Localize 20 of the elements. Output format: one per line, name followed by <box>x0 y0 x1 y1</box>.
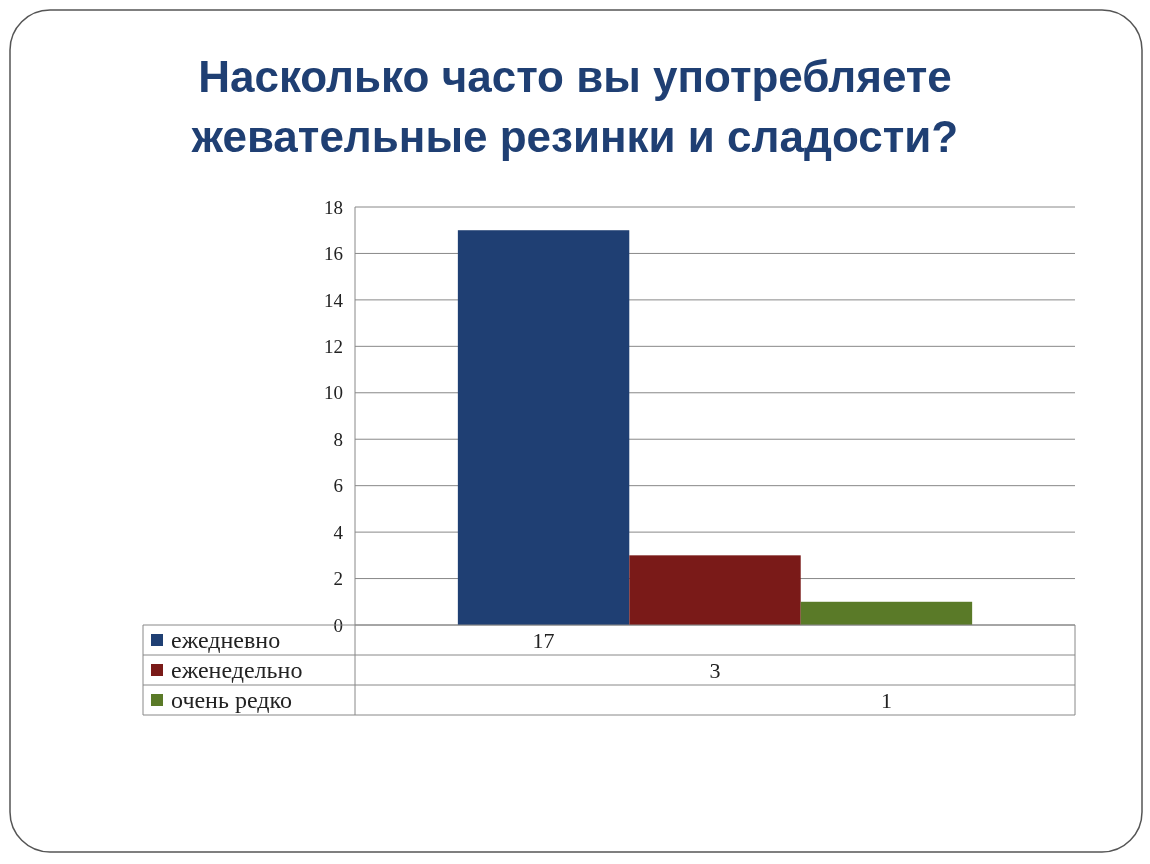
y-tick-label: 16 <box>324 243 343 265</box>
y-tick-label: 0 <box>333 614 343 636</box>
y-tick-label: 12 <box>324 335 343 357</box>
data-label: 1 <box>880 687 892 713</box>
y-tick-label: 4 <box>333 521 344 543</box>
bar <box>800 601 973 625</box>
legend-label: очень редко <box>171 687 292 714</box>
legend-label: ежедневно <box>171 627 281 654</box>
y-tick-label: 10 <box>324 382 343 404</box>
bar <box>457 230 630 625</box>
data-label: 3 <box>709 657 721 683</box>
y-tick-label: 6 <box>333 475 343 497</box>
y-tick-label: 18 <box>324 196 343 218</box>
y-tick-label: 2 <box>333 568 343 590</box>
chart-title: Насколько часто вы употребляете жевательные резинки и сладости? <box>190 52 959 161</box>
bar <box>629 555 801 625</box>
y-tick-label: 8 <box>333 428 343 450</box>
data-label: 17 <box>532 627 555 653</box>
y-tick-label: 14 <box>324 289 344 311</box>
legend-label: еженедельно <box>171 657 303 684</box>
